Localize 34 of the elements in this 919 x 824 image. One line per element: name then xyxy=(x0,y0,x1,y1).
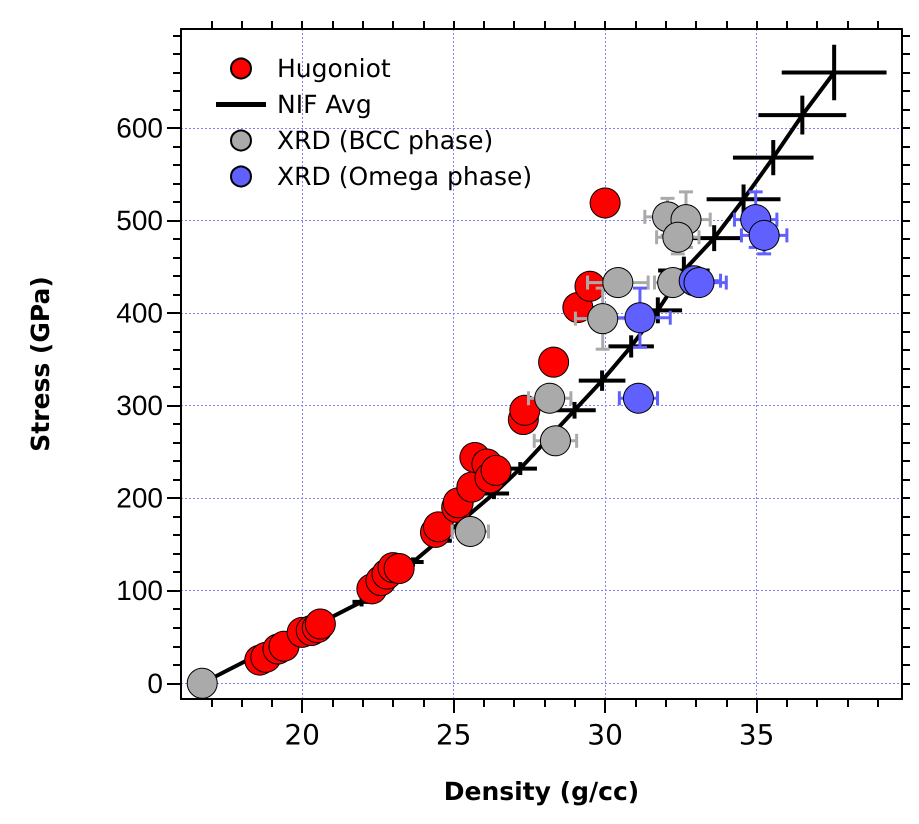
y-tick-label: 400 xyxy=(116,298,163,329)
y-tick-label: 200 xyxy=(116,482,163,514)
x-tick-label: 20 xyxy=(284,718,320,752)
y-tick-label: 100 xyxy=(116,575,163,606)
x-tick-label: 30 xyxy=(587,718,623,752)
x-tick-label: 25 xyxy=(436,718,472,752)
point xyxy=(684,267,715,298)
point xyxy=(748,220,780,251)
point xyxy=(624,302,656,334)
y-tick-label: 600 xyxy=(116,112,163,144)
point xyxy=(480,454,512,486)
legend-label: NIF Avg xyxy=(277,90,372,119)
y-tick-label: 0 xyxy=(147,668,163,699)
legend-label: Hugoniot xyxy=(277,54,391,83)
point xyxy=(454,516,486,547)
point xyxy=(538,346,570,378)
point xyxy=(384,553,415,584)
y-tick-label: 300 xyxy=(116,390,163,422)
point xyxy=(186,668,218,699)
point xyxy=(622,382,654,414)
point xyxy=(662,222,694,253)
legend-label: XRD (Omega phase) xyxy=(277,162,532,191)
x-tick-label: 35 xyxy=(738,718,774,752)
point xyxy=(423,511,454,542)
point xyxy=(602,267,634,298)
point xyxy=(590,187,621,218)
x-axis-title: Density (g/cc) xyxy=(444,777,640,806)
y-axis-title: Stress (GPa) xyxy=(26,276,55,452)
y-tick-label: 500 xyxy=(116,205,163,236)
point xyxy=(534,382,566,414)
point xyxy=(587,303,618,334)
point xyxy=(540,425,571,456)
legend-label: XRD (BCC phase) xyxy=(277,126,494,155)
point xyxy=(509,394,540,426)
